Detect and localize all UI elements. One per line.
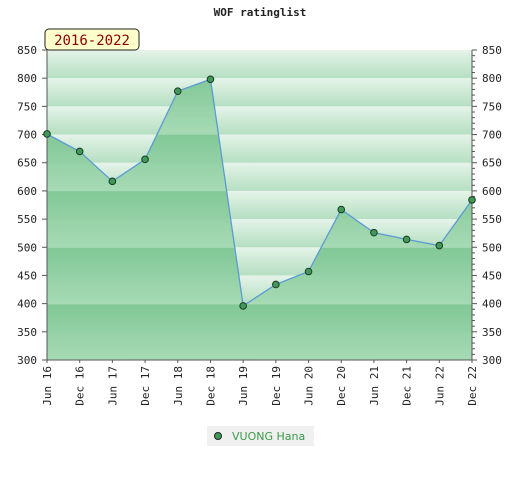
y-tick-label: 450 (482, 269, 502, 282)
y-tick-label: 550 (482, 213, 502, 226)
period-badge-label: 2016-2022 (54, 33, 130, 49)
y-tick-label: 400 (482, 298, 502, 311)
x-tick-label: Jun 16 (41, 366, 54, 406)
legend[interactable]: VUONG Hana (207, 426, 314, 446)
series-area (47, 79, 472, 360)
data-point[interactable] (468, 196, 476, 204)
axes (42, 49, 477, 361)
y-tick-label: 500 (482, 241, 502, 254)
data-point[interactable] (272, 280, 280, 289)
data-point[interactable] (402, 235, 411, 244)
x-tick-label: Dec 19 (270, 366, 283, 406)
y-tick-label: 300 (482, 354, 502, 367)
grid-band (47, 134, 472, 163)
data-point[interactable] (108, 177, 117, 186)
period-badge-box (44, 28, 140, 51)
y-tick-label: 700 (17, 129, 37, 142)
x-tick-label: Jun 18 (172, 366, 185, 406)
y-axis-right: 300 350 400 450 500 550 600 650 700 750 800 850 (482, 44, 502, 367)
grid-band (47, 78, 472, 107)
x-tick-label: Dec 22 (466, 366, 479, 406)
grid-band (47, 50, 472, 79)
y-tick-label: 550 (17, 213, 37, 226)
y-tick-label: 450 (17, 269, 37, 282)
y-tick-label: 350 (482, 326, 502, 339)
x-tick-label: Jun 20 (303, 366, 316, 406)
y-tick-label: 650 (17, 157, 37, 170)
x-tick-label: Dec 20 (335, 366, 348, 406)
legend-marker-icon (214, 432, 222, 440)
data-point[interactable] (43, 130, 51, 138)
x-tick-label: Jun 17 (106, 366, 119, 406)
data-point[interactable] (435, 241, 444, 250)
series-line (46, 78, 473, 308)
x-axis: Jun 16 Dec 16 Jun 17 Dec 17 Jun 18 Dec 18 Jun … (41, 360, 479, 406)
chart-title: WOF ratinglist (214, 6, 307, 19)
legend-series-label[interactable]: VUONG Hana (232, 430, 305, 443)
data-point[interactable] (173, 87, 182, 95)
data-point[interactable] (304, 267, 313, 276)
y-tick-label: 850 (17, 44, 37, 57)
series-markers (43, 75, 476, 310)
y-axis-left: 300 350 400 450 500 550 600 650 700 750 800 850 (17, 44, 37, 367)
data-point[interactable] (141, 155, 149, 164)
x-tick-label: Jun 22 (433, 366, 446, 406)
x-tick-label: Dec 17 (139, 366, 152, 406)
period-badge: 2016-2022 (44, 28, 140, 51)
y-tick-label: 600 (17, 185, 37, 198)
data-point[interactable] (337, 205, 346, 214)
y-tick-label: 600 (482, 185, 502, 198)
y-tick-label: 300 (17, 354, 37, 367)
legend-box (207, 426, 314, 446)
x-tick-label: Jun 21 (368, 366, 381, 406)
y-tick-label: 500 (17, 241, 37, 254)
y-tick-label: 800 (17, 72, 37, 85)
y-tick-label: 700 (482, 129, 502, 142)
x-tick-label: Dec 21 (401, 366, 414, 406)
y-tick-label: 400 (17, 298, 37, 311)
y-tick-label: 750 (17, 100, 37, 113)
data-point[interactable] (370, 228, 378, 237)
y-tick-label: 350 (17, 326, 37, 339)
grid-band (47, 106, 472, 135)
x-tick-label: Dec 18 (204, 366, 217, 406)
data-point[interactable] (239, 302, 247, 310)
y-tick-label: 750 (482, 100, 502, 113)
data-point[interactable] (206, 75, 215, 84)
data-point[interactable] (75, 147, 84, 156)
y-tick-label: 650 (482, 157, 502, 170)
x-tick-label: Dec 16 (74, 366, 87, 406)
x-tick-label: Jun 19 (237, 366, 250, 406)
y-tick-label: 800 (482, 72, 502, 85)
y-tick-label: 850 (482, 44, 502, 57)
